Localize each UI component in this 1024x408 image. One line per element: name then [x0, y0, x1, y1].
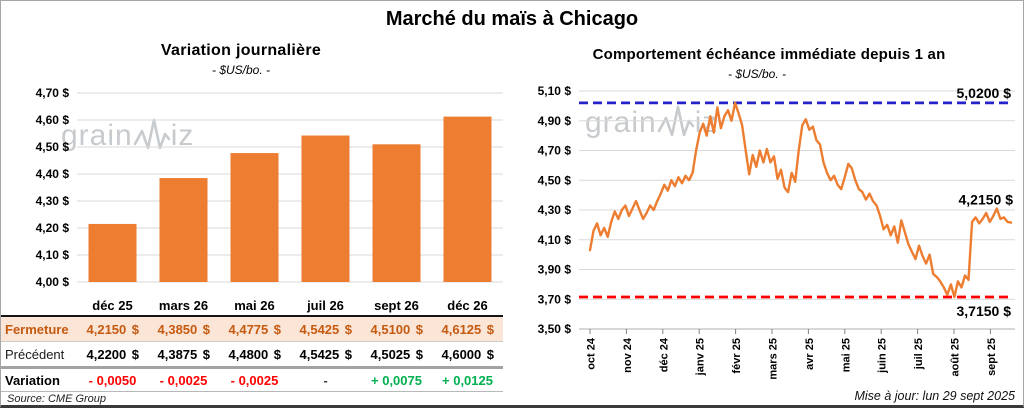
min-reference-label: 3,7150 $	[957, 303, 1012, 319]
bar-déc-25	[88, 223, 137, 282]
y-axis-label: 4,10 $	[538, 233, 572, 247]
y-axis-label: 4,40 $	[36, 167, 70, 181]
y-axis-label: 4,30 $	[538, 203, 572, 217]
y-axis-label: 4,70 $	[538, 144, 572, 158]
row-label-precedent: Précédent	[1, 341, 77, 369]
bar-juil-26	[301, 135, 350, 282]
y-axis-label: 4,90 $	[538, 114, 572, 128]
table-corner-cell	[1, 295, 77, 317]
month-column-header: mai 26	[219, 295, 290, 317]
watermark-text-left: grain	[61, 119, 133, 152]
contracts-table: déc 25 mars 26 mai 26 juil 26 sept 26 déc 26 F…	[1, 295, 503, 392]
cell-fermeture-sept-26: 4,5100 $	[361, 316, 432, 342]
last-price-label: 4,2150 $	[959, 192, 1014, 208]
y-axis-label: 4,50 $	[538, 173, 572, 187]
y-axis-label: 4,20 $	[36, 221, 70, 235]
x-axis-label: sept 25	[986, 338, 998, 376]
month-column-header: mars 26	[148, 295, 219, 317]
cell-precedent-juil-26: 4,5425 $	[290, 341, 361, 369]
right-chart-title: Comportement échéance immédiate depuis 1…	[592, 46, 946, 63]
y-axis-label: 4,50 $	[36, 140, 70, 154]
y-axis-label: 3,70 $	[538, 292, 572, 306]
cell-variation-mars-26: - 0,0025	[148, 367, 219, 392]
cell-fermeture-mars-26: 4,3850 $	[148, 316, 219, 342]
price-line	[588, 101, 1013, 299]
y-axis-label: 3,50 $	[538, 322, 572, 336]
x-axis-label: janv 25	[695, 338, 707, 376]
x-axis-label: juil 25	[913, 338, 925, 370]
row-label-fermeture: Fermeture	[1, 316, 77, 342]
page-title: Marché du maïs à Chicago	[385, 8, 639, 30]
bar-mai-26	[230, 153, 279, 282]
watermark-text-right: iz	[170, 119, 195, 152]
month-column-header: déc 26	[432, 295, 503, 317]
front-month-line-chart: 3,50 $ 3,70 $ 3,90 $ 4,10 $ 4,30 $ 4,50 $ 4,70…	[538, 85, 1015, 380]
table-header-row: déc 25 mars 26 mai 26 juil 26 sept 26 déc 26	[1, 295, 503, 317]
bar-mars-26	[159, 178, 208, 282]
month-column-header: sept 26	[361, 295, 432, 317]
cell-fermeture-juil-26: 4,5425 $	[290, 316, 361, 342]
x-axis-label: déc 24	[658, 337, 670, 372]
cell-precedent-déc-26: 4,6000 $	[432, 341, 503, 369]
left-chart-subtitle: - $US/bo. -	[211, 63, 271, 77]
daily-variation-bar-chart: 4,00 $ 4,10 $ 4,20 $ 4,30 $ 4,40 $ 4,50 $ 4,60…	[36, 86, 503, 289]
x-axis-label: oct 24	[586, 337, 598, 370]
y-axis-label: 5,10 $	[538, 85, 572, 98]
month-column-header: juil 26	[290, 295, 361, 317]
cell-precedent-sept-26: 4,5025 $	[361, 341, 432, 369]
cell-fermeture-mai-26: 4,4775 $	[219, 316, 290, 342]
cell-variation-sept-26: + 0,0075	[361, 367, 432, 392]
cell-variation-déc-26: + 0,0125	[432, 367, 503, 392]
x-axis-label: mars 25	[768, 338, 780, 380]
x-axis-label: nov 24	[622, 337, 634, 373]
y-axis-label: 4,60 $	[36, 113, 70, 127]
cell-variation-juil-26: -	[290, 367, 361, 392]
cell-variation-mai-26: - 0,0025	[219, 367, 290, 392]
y-axis-label: 4,70 $	[36, 86, 70, 100]
row-label-variation: Variation	[1, 367, 77, 392]
table-row-variation: Variation - 0,0050- 0,0025- 0,0025- + 0,00…	[1, 367, 503, 392]
right-chart-subtitle: - $US/bo. -	[727, 67, 787, 81]
y-axis-label: 3,90 $	[538, 263, 572, 277]
update-note: Mise à jour: lun 29 sept 2025	[854, 389, 1015, 403]
source-note: Source: CME Group	[7, 393, 107, 405]
table-row-precedent: Précédent 4,2200 $4,3875 $4,4800 $4,5425 $4,5…	[1, 341, 503, 369]
x-axis-label: juin 25	[877, 338, 889, 374]
left-chart-title: Variation journalière	[160, 42, 322, 59]
watermark-text-left: grain	[585, 106, 657, 139]
bar-sept-26	[372, 144, 421, 282]
x-axis-label: mai 25	[840, 338, 852, 372]
month-column-header: déc 25	[77, 295, 148, 317]
cell-fermeture-déc-25: 4,2150 $	[77, 316, 148, 342]
y-axis-label: 4,00 $	[36, 275, 70, 289]
cell-fermeture-déc-26: 4,6125 $	[432, 316, 503, 342]
bar-déc-26	[443, 116, 492, 282]
cell-precedent-mars-26: 4,3875 $	[148, 341, 219, 369]
x-axis-label: août 25	[950, 338, 962, 377]
x-axis-label: avr 25	[804, 338, 816, 370]
watermark-grainwiz: grain iz	[61, 117, 194, 155]
table-row-fermeture: Fermeture 4,2150 $4,3850 $4,4775 $4,5425 $4,5…	[1, 316, 503, 342]
max-reference-label: 5,0200 $	[957, 85, 1012, 101]
y-axis-label: 4,10 $	[36, 248, 70, 262]
cell-variation-déc-25: - 0,0050	[77, 367, 148, 392]
cell-precedent-déc-25: 4,2200 $	[77, 341, 148, 369]
y-axis-label: 4,30 $	[36, 194, 70, 208]
x-axis-label: févr 25	[731, 338, 743, 373]
cell-precedent-mai-26: 4,4800 $	[219, 341, 290, 369]
